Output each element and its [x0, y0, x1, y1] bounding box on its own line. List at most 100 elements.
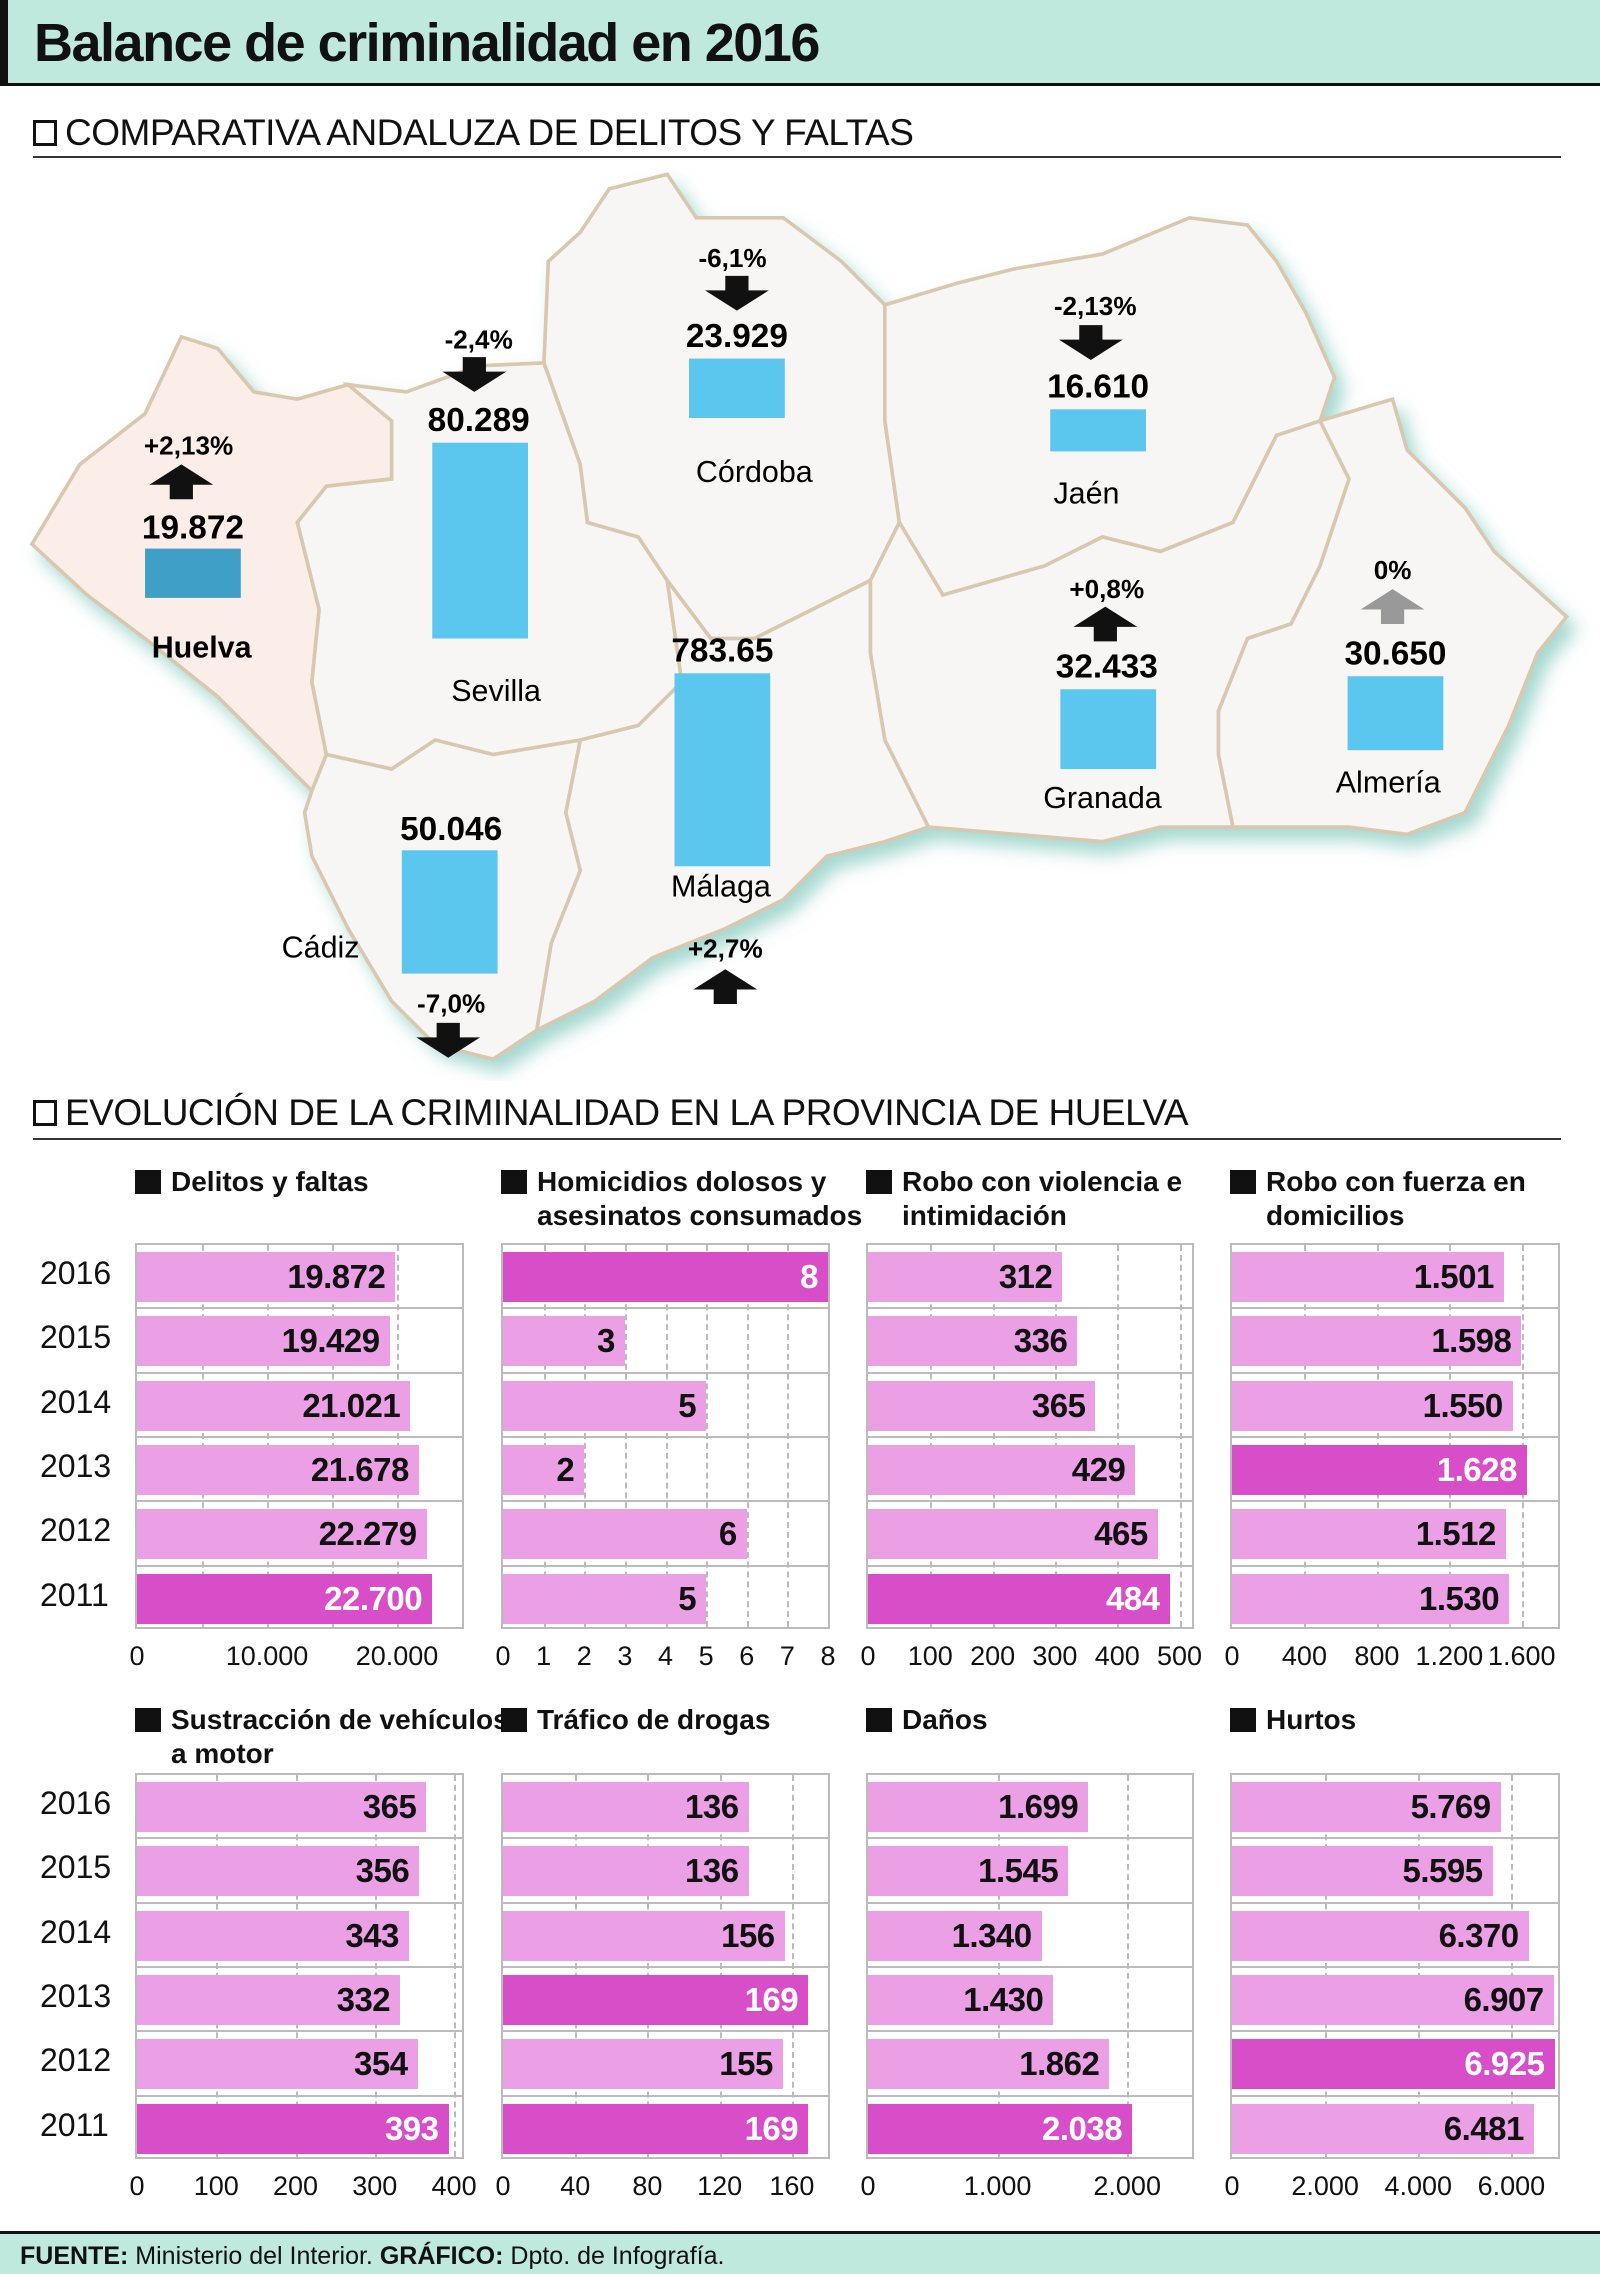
- bar: 312: [868, 1252, 1063, 1302]
- year-label: 2016: [40, 1785, 112, 1821]
- bar: 356: [137, 1846, 420, 1897]
- header: Balance de criminalidad en 2016: [0, 0, 1600, 86]
- province-bar: [674, 673, 771, 867]
- year-label: 2015: [40, 1849, 112, 1886]
- province-bar: [1060, 689, 1157, 770]
- row-separator: [1232, 2094, 1558, 2097]
- source-label: FUENTE:: [20, 2242, 129, 2270]
- tick-label: 800: [1354, 1641, 1400, 1671]
- tick-label: 200: [273, 2171, 319, 2201]
- bar-value-label: 1.512: [1415, 1515, 1497, 1553]
- row-separator: [1232, 1500, 1558, 1503]
- bar-value-label: 169: [744, 2109, 799, 2147]
- bar: 1.699: [868, 1782, 1089, 1832]
- square-icon: [33, 120, 57, 146]
- bar-value-label: 354: [354, 2045, 408, 2083]
- bar-value-label: 6.370: [1438, 1916, 1520, 1954]
- change-label: -6,1%: [698, 243, 766, 273]
- tick-label: 80: [632, 2171, 663, 2201]
- bar: 22.279: [137, 1509, 427, 1560]
- tick-label: 1: [536, 1641, 552, 1671]
- tick-label: 0: [1224, 1641, 1240, 1671]
- tick-label: 1.600: [1487, 1641, 1556, 1671]
- chart-title: Robo con violencia e intimidación: [866, 1165, 1254, 1233]
- bar: 343: [137, 1910, 409, 1961]
- chart-title-text: Robo con violencia e intimidación: [902, 1166, 1183, 1231]
- bar-value-label: 1.628: [1436, 1451, 1518, 1488]
- bar-value-label: 5.595: [1402, 1852, 1483, 1890]
- tick-label: 120: [697, 2171, 743, 2201]
- chart-title: Delitos y faltas: [135, 1165, 524, 1199]
- bar: 19.429: [137, 1316, 390, 1367]
- row-separator: [868, 1500, 1192, 1503]
- bar: 365: [137, 1782, 427, 1832]
- chart-title-text: Homicidios dolosos y asesinatos consumad…: [537, 1166, 863, 1231]
- tick-label: 1.000: [963, 2171, 1032, 2201]
- bar: 6.481: [1232, 2103, 1534, 2154]
- tick-label: 4.000: [1384, 2171, 1453, 2201]
- tick-label: 0: [860, 2171, 876, 2201]
- province-name: Jaén: [1053, 477, 1119, 511]
- chart-title: Hurtos: [1230, 1703, 1600, 1737]
- row-separator: [868, 2094, 1192, 2097]
- bar: 2: [503, 1445, 585, 1495]
- tick-label: 0: [860, 1641, 876, 1671]
- tick-label: 0: [129, 1641, 145, 1671]
- bar-value-label: 6.925: [1464, 2045, 1545, 2083]
- tick-label: 6.000: [1477, 2171, 1546, 2201]
- bar: 1.512: [1232, 1509, 1506, 1560]
- chart-plot: 136 136 156 169 155 169: [501, 1773, 830, 2159]
- page-title: Balance de criminalidad en 2016: [34, 13, 820, 73]
- province-bar: [1050, 409, 1146, 452]
- chart-title-text: Sustracción de vehículos a motor: [171, 1704, 509, 1769]
- bar-value-label: 312: [998, 1258, 1053, 1295]
- tick-label: 2: [576, 1641, 592, 1671]
- row-separator: [1232, 1307, 1558, 1310]
- province-bar: [145, 548, 241, 598]
- bar-value-label: 169: [744, 1981, 799, 2018]
- tick-label: 0: [495, 2171, 511, 2201]
- row-separator: [137, 1564, 462, 1567]
- arrow-up-icon: [1073, 606, 1138, 642]
- tick-label: 1.200: [1415, 1641, 1484, 1671]
- province-bar: [1347, 676, 1444, 751]
- change-label: -7,0%: [417, 989, 485, 1019]
- bar-value-label: 1.530: [1419, 1579, 1500, 1617]
- graphic-credit: Dpto. de Infografía.: [510, 2242, 725, 2270]
- section-title-evolucion: EVOLUCIÓN DE LA CRIMINALIDAD EN LA PROVI…: [33, 1092, 1189, 1134]
- bar-value-label: 1.501: [1413, 1258, 1495, 1295]
- tick-label: 100: [907, 1641, 953, 1671]
- bar-value-label: 2: [556, 1451, 575, 1488]
- row-separator: [868, 1371, 1192, 1374]
- chart-title: Robo con fuerza en domicilios: [1230, 1165, 1600, 1233]
- square-icon: [866, 1708, 892, 1732]
- bar: 136: [503, 1846, 749, 1897]
- tick-label: 4: [657, 1641, 674, 1671]
- value-label: 30.650: [1344, 636, 1446, 673]
- row-separator: [137, 2030, 462, 2033]
- bar: 156: [503, 1910, 785, 1961]
- source: Ministerio del Interior.: [135, 2242, 373, 2270]
- province-name: Cádiz: [282, 931, 360, 965]
- province-name: Granada: [1043, 781, 1162, 815]
- bar: 22.700: [137, 1573, 433, 1624]
- chart-plot: 312 336 365 429 465 484: [866, 1243, 1194, 1629]
- tick-label: 2.000: [1093, 2171, 1161, 2201]
- bar: 1.628: [1232, 1445, 1527, 1495]
- change-label: -2,4%: [445, 324, 513, 354]
- tick-label: 300: [352, 2171, 398, 2201]
- bar: 1.550: [1232, 1380, 1513, 1431]
- tick-label: 20.000: [355, 1641, 439, 1671]
- row-separator: [1232, 1436, 1558, 1438]
- value-label: 783.65: [671, 633, 773, 670]
- row-separator: [1232, 1966, 1558, 1968]
- section-title-comparativa: COMPARATIVA ANDALUZA DE DELITOS Y FALTAS: [33, 112, 914, 154]
- bar-value-label: 484: [1106, 1579, 1160, 1617]
- row-separator: [137, 1901, 462, 1904]
- year-label: 2011: [40, 2106, 109, 2143]
- row-separator: [1232, 1564, 1558, 1567]
- province-bar: [432, 442, 529, 639]
- year-label: 2015: [40, 1319, 112, 1356]
- change-label: +0,8%: [1069, 574, 1144, 604]
